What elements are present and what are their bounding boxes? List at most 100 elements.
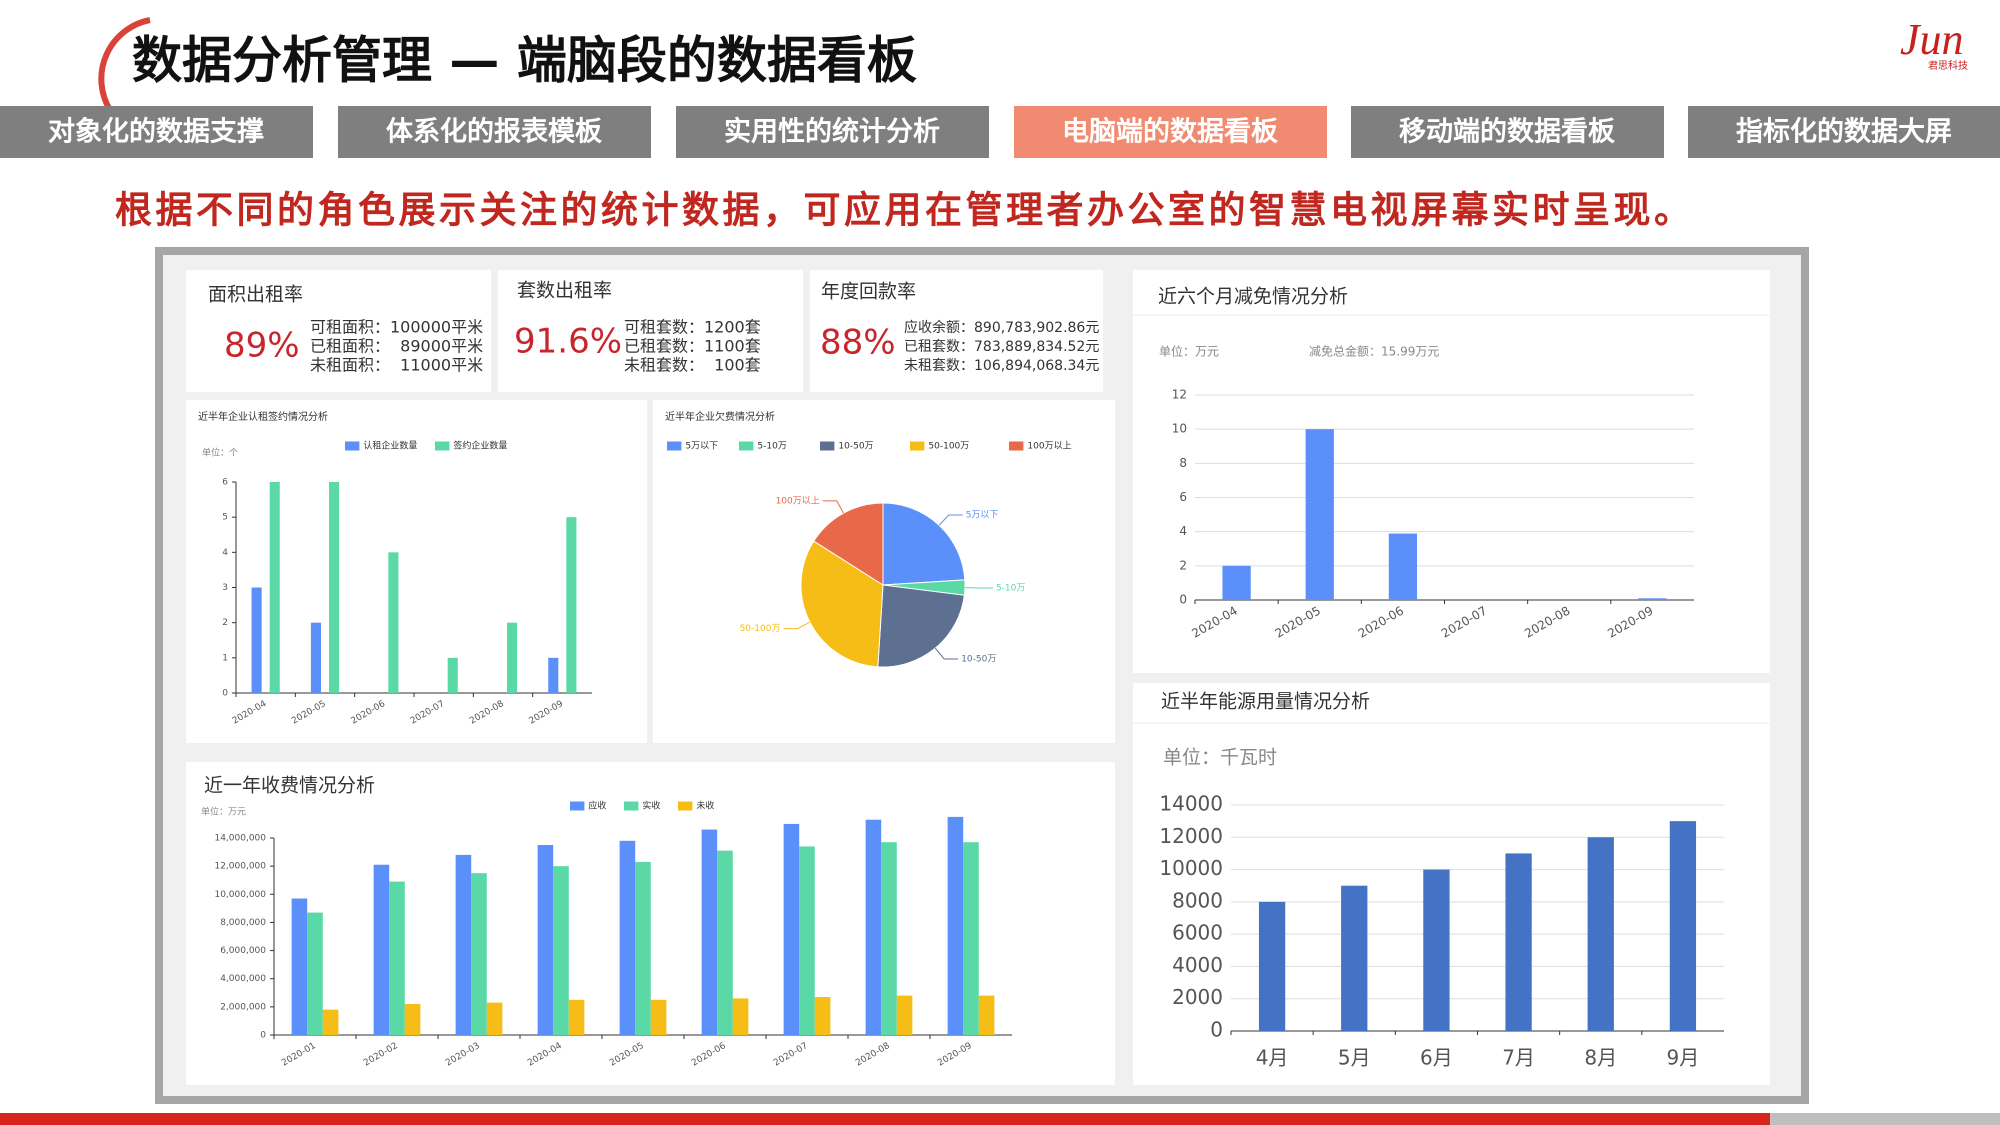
tab-label[interactable]: 对象化的数据支撑 (48, 116, 264, 148)
bar (978, 995, 995, 1035)
pie-label: 5-10万 (996, 584, 1025, 594)
kpi-title: 面积出租率 (208, 284, 303, 306)
pie-slice (877, 584, 965, 668)
bar (1638, 598, 1667, 600)
x-tick-label: 4月 (1256, 1046, 1289, 1070)
legend-swatch (345, 441, 360, 451)
legend-label: 实收 (642, 800, 660, 812)
kpi-item: 已租套数：1100套 (624, 337, 761, 356)
y-tick-label: 2 (1179, 558, 1187, 572)
bar (322, 1009, 339, 1035)
panel (1133, 683, 1770, 1085)
legend-swatch (678, 801, 693, 811)
y-tick-label: 4000 (1172, 953, 1223, 977)
legend-label: 10-50万 (838, 442, 873, 452)
kpi-item: 未租面积： 11000平米 (310, 356, 483, 375)
tab-label[interactable]: 体系化的报表模板 (386, 116, 602, 148)
y-tick-label: 4 (1179, 524, 1187, 538)
panel (810, 270, 1103, 392)
y-tick-label: 4 (222, 548, 228, 558)
tab-label[interactable]: 电脑端的数据看板 (1062, 116, 1278, 148)
tab[interactable] (0, 106, 313, 158)
y-tick-label: 10 (1172, 422, 1187, 436)
y-tick-label: 10,000,000 (214, 890, 266, 900)
title-arc (98, 17, 151, 112)
y-tick-label: 2000 (1172, 985, 1223, 1009)
legend-swatch (435, 441, 450, 451)
kpi-item: 未租套数： 100套 (624, 356, 761, 375)
tab[interactable] (1014, 106, 1327, 158)
pie-leader (783, 621, 811, 630)
chart-note: 减免总金额：15.99万元 (1309, 344, 1439, 359)
tab-label[interactable]: 实用性的统计分析 (724, 116, 940, 148)
bar (568, 999, 585, 1035)
bar (1669, 821, 1697, 1031)
legend-swatch (667, 441, 682, 451)
bar (619, 840, 636, 1035)
legend-swatch (1009, 441, 1024, 451)
bar (373, 864, 390, 1035)
kpi-item: 未租套数：106,894,068.34元 (904, 358, 1099, 374)
tab[interactable] (1688, 106, 2000, 158)
bar (1587, 837, 1614, 1031)
bar (404, 1004, 421, 1035)
chart-unit: 单位：千瓦时 (1163, 747, 1277, 769)
bar (881, 842, 897, 1035)
bar (896, 995, 913, 1035)
bar (291, 898, 308, 1035)
tab-label[interactable]: 移动端的数据看板 (1399, 116, 1615, 148)
bar (1388, 533, 1418, 600)
y-tick-label: 14,000,000 (214, 834, 266, 844)
x-tick-label: 9月 (1667, 1046, 1700, 1070)
tab[interactable] (676, 106, 989, 158)
y-tick-label: 5 (222, 513, 228, 523)
x-tick-label: 5月 (1338, 1046, 1371, 1070)
tab[interactable] (338, 106, 651, 158)
tab[interactable] (1351, 106, 1664, 158)
x-tick-label: 7月 (1502, 1046, 1535, 1070)
tab-label[interactable]: 指标化的数据大屏 (1736, 116, 1952, 148)
kpi-item: 已租面积： 89000平米 (310, 337, 483, 356)
kpi-title: 年度回款率 (821, 281, 916, 303)
legend-swatch (910, 441, 925, 451)
kpi-title: 套数出租率 (517, 280, 612, 302)
legend-swatch (739, 441, 754, 451)
bar (717, 850, 733, 1035)
x-tick-label: 8月 (1584, 1046, 1617, 1070)
panel (1133, 270, 1770, 673)
chart-title: 近半年企业认租签约情况分析 (198, 410, 328, 423)
y-tick-label: 6,000,000 (220, 946, 266, 956)
y-tick-label: 12 (1172, 388, 1187, 402)
bar (310, 622, 321, 693)
bar (548, 657, 559, 693)
y-tick-label: 0 (222, 689, 228, 699)
page-title: 数据分析管理 — 端脑段的数据看板 (132, 32, 917, 90)
bar (865, 819, 882, 1035)
logo: Jun (1900, 15, 1964, 64)
bar (507, 622, 518, 693)
bar (1258, 901, 1286, 1031)
chart-title: 近一年收费情况分析 (204, 775, 375, 797)
footer-bar-gray (1770, 1113, 2000, 1125)
y-tick-label: 0 (260, 1031, 266, 1041)
bar (553, 866, 569, 1035)
chart-unit: 单位：万元 (1159, 344, 1219, 359)
chart-title: 近半年能源用量情况分析 (1161, 691, 1370, 713)
y-tick-label: 2,000,000 (220, 1002, 266, 1012)
bar (1305, 429, 1334, 600)
legend-label: 签约企业数量 (453, 440, 507, 452)
bar (799, 846, 815, 1035)
bar (1505, 853, 1532, 1031)
bar (471, 873, 487, 1035)
x-tick-label: 6月 (1420, 1046, 1453, 1070)
bar (1423, 869, 1450, 1031)
legend-label: 应收 (588, 800, 606, 812)
y-tick-label: 0 (1179, 593, 1187, 607)
bar (455, 854, 472, 1035)
bar (447, 657, 458, 693)
pie-leader (934, 647, 959, 660)
chart-unit: 单位：万元 (201, 806, 246, 818)
bar (251, 587, 262, 693)
pie-label: 5万以下 (966, 511, 999, 521)
chart-title: 近六个月减免情况分析 (1158, 286, 1348, 308)
